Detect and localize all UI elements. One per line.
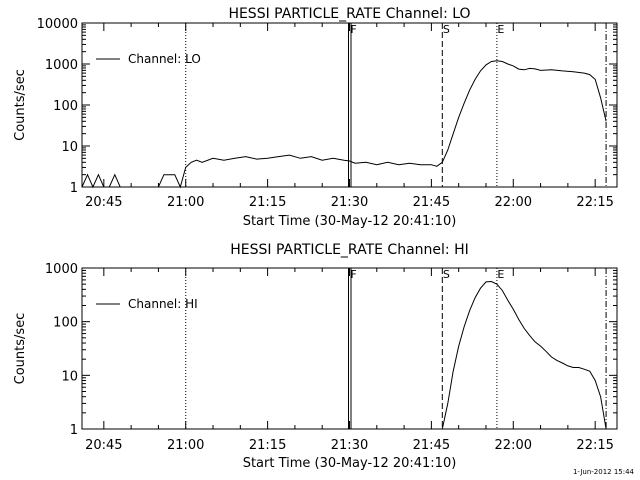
chart-title: HESSI PARTICLE_RATE Channel: LO [228,6,470,22]
plot-frame [81,22,618,188]
y-tick-label: 10 [61,140,78,155]
x-tick-label: 21:00 [167,438,204,453]
x-tick-label: 21:30 [331,195,368,210]
marker-label-S: S [443,23,450,36]
marker-label-E: E [497,23,504,36]
x-axis-label: Start Time (30-May-12 20:41:10) [243,456,457,471]
x-tick-label: 21:15 [249,438,286,453]
x-tick-label: 21:45 [413,438,450,453]
y-tick-label: 1000 [45,262,78,277]
x-tick-label: 21:15 [249,195,286,210]
marker-label-F: F [350,23,356,36]
y-axis-label: Counts/sec [13,69,28,141]
legend-label: Channel: LO [128,52,201,66]
y-tick-label: 100 [53,99,78,114]
x-tick-label: 20:45 [85,195,122,210]
x-tick-label: 21:45 [413,195,450,210]
legend-label: Channel: HI [128,297,198,311]
x-tick-label: 20:45 [85,438,122,453]
y-tick-label: 1 [70,181,78,196]
series-line [441,280,607,430]
x-tick-label: 21:30 [331,438,368,453]
marker-label-E: E [497,268,504,281]
y-tick-label: 100 [53,316,78,331]
plot-frame [81,267,618,430]
x-axis-label: Start Time (30-May-12 20:41:10) [243,214,457,229]
series-line [81,60,607,189]
chart-panel-hi: HESSI PARTICLE_RATE Channel: HI 1 10 100 100… [13,242,618,471]
y-tick-label: 1000 [45,58,78,73]
y-tick-label: 1 [70,423,78,438]
x-tick-label: 22:15 [576,438,613,453]
x-tick-label: 22:15 [576,195,613,210]
y-tick-label: 10 [61,369,78,384]
chart-panel-lo: HESSI PARTICLE_RATE Channel: LO 1 10 100 100… [13,6,618,229]
x-tick-label: 22:00 [495,438,532,453]
y-tick-label: 10000 [37,17,78,32]
y-axis-label: Counts/sec [13,313,28,385]
marker-label-S: S [443,268,450,281]
x-tick-label: 21:00 [167,195,204,210]
footer-date: 1-Jun-2012 15:44 [572,468,634,476]
marker-label-F: F [350,268,356,281]
chart-title: HESSI PARTICLE_RATE Channel: HI [230,242,468,258]
x-tick-label: 22:00 [495,195,532,210]
